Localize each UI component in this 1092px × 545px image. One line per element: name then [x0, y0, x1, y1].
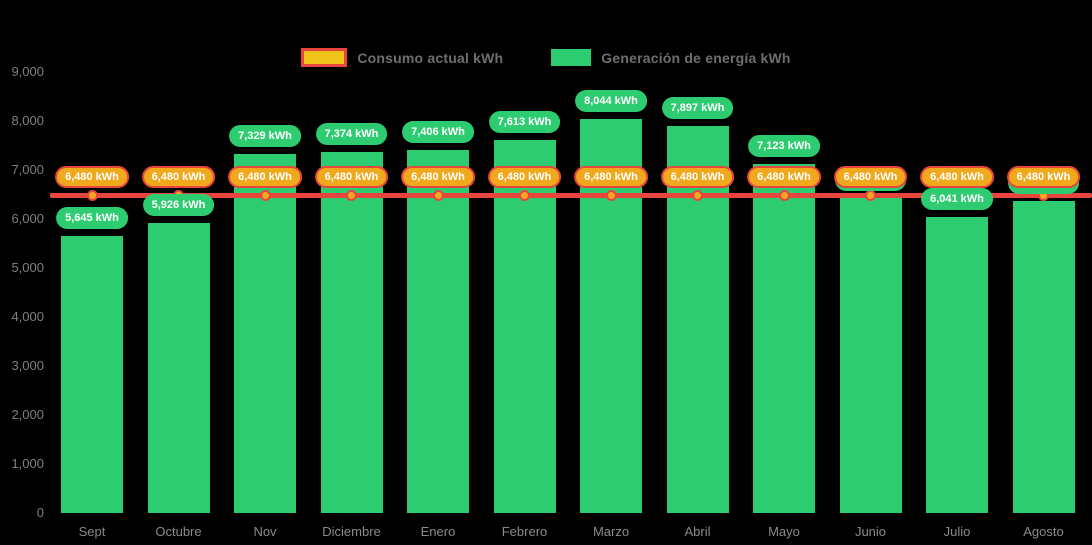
x-axis-label: Nov [253, 524, 277, 539]
y-axis-label: 6,000 [11, 211, 44, 226]
y-axis-label: 2,000 [11, 407, 44, 422]
x-axis-label: Abril [684, 524, 711, 539]
y-axis-label: 1,000 [11, 456, 44, 471]
generacion-value-pill: 6,041 kWh [921, 187, 993, 210]
bar-generacion [926, 216, 988, 513]
generacion-value-pill: 8,044 kWh [575, 89, 647, 112]
x-axis-label: Diciembre [322, 524, 381, 539]
consumo-marker [778, 189, 790, 201]
consumo-line [50, 192, 1092, 198]
legend-item-generacion[interactable]: Generación de energía kWh [551, 49, 790, 66]
y-axis-label: 4,000 [11, 309, 44, 324]
consumo-value-pill: 6,480 kWh [141, 166, 216, 189]
consumo-value-pill: 6,480 kWh [574, 166, 648, 189]
y-axis-label: 5,000 [11, 260, 44, 275]
consumo-marker [692, 189, 703, 201]
bar-generacion [320, 151, 383, 513]
consumo-value-pill: 6,480 kWh [314, 166, 389, 189]
consumo-value-pill: 6,480 kWh [1006, 166, 1081, 189]
bar-generacion [147, 222, 210, 513]
y-axis-label: 7,000 [11, 162, 44, 177]
consumo-value-pill: 6,480 kWh [920, 166, 994, 189]
x-axis-label: Mayo [768, 524, 800, 539]
consumo-value-pill: 6,480 kWh [833, 166, 908, 189]
consumo-value-pill: 6,480 kWh [55, 166, 129, 189]
y-axis-label: 0 [36, 505, 44, 520]
x-axis-label: Junio [854, 524, 887, 539]
legend-label-generacion: Generación de energía kWh [601, 49, 791, 66]
x-axis-label: Agosto [1023, 524, 1064, 539]
x-axis-label: Julio [943, 524, 971, 539]
legend-item-consumo[interactable]: Consumo actual kWh [301, 48, 503, 67]
x-axis-label: Octubre [155, 524, 202, 539]
consumo-swatch-icon [301, 48, 348, 67]
consumo-marker [519, 189, 530, 201]
consumo-marker [432, 189, 444, 201]
bar-generacion [61, 236, 123, 513]
generacion-value-pill: 7,329 kWh [229, 124, 301, 147]
consumo-marker [86, 189, 98, 201]
bar-generacion [1012, 200, 1075, 513]
generacion-value-pill: 5,645 kWh [56, 207, 128, 230]
generacion-value-pill: 5,926 kWh [142, 193, 215, 216]
consumo-marker [605, 189, 617, 201]
generacion-swatch-icon [551, 49, 592, 66]
consumo-marker [346, 189, 357, 201]
consumo-value-pill: 6,480 kWh [401, 166, 475, 189]
consumo-marker [259, 189, 271, 201]
legend-label-consumo: Consumo actual kWh [357, 49, 504, 66]
consumo-value-pill: 6,480 kWh [487, 166, 562, 189]
bar-generacion [493, 139, 556, 513]
x-axis-label: Marzo [592, 524, 630, 539]
y-axis-label: 9,000 [11, 64, 44, 79]
x-axis-label: Enero [420, 524, 456, 539]
generacion-value-pill: 7,613 kWh [488, 110, 561, 133]
x-axis-label: Febrero [501, 524, 548, 539]
generacion-value-pill: 7,374 kWh [315, 122, 388, 145]
consumo-marker [865, 189, 876, 201]
generacion-value-pill: 7,123 kWh [748, 134, 820, 157]
consumo-value-pill: 6,480 kWh [747, 166, 821, 189]
x-axis-label: Sept [78, 524, 106, 539]
consumo-value-pill: 6,480 kWh [228, 166, 302, 189]
y-axis-label: 3,000 [11, 358, 44, 373]
generacion-value-pill: 7,897 kWh [661, 97, 734, 120]
bar-generacion [407, 150, 469, 513]
y-axis-label: 8,000 [11, 113, 44, 128]
bar-generacion [753, 163, 815, 513]
bar-generacion [839, 197, 902, 513]
generacion-value-pill: 7,406 kWh [402, 121, 474, 144]
consumo-value-pill: 6,480 kWh [660, 166, 735, 189]
bar-generacion [234, 153, 296, 513]
chart-legend: Consumo actual kWh Generación de energía… [0, 48, 1092, 67]
